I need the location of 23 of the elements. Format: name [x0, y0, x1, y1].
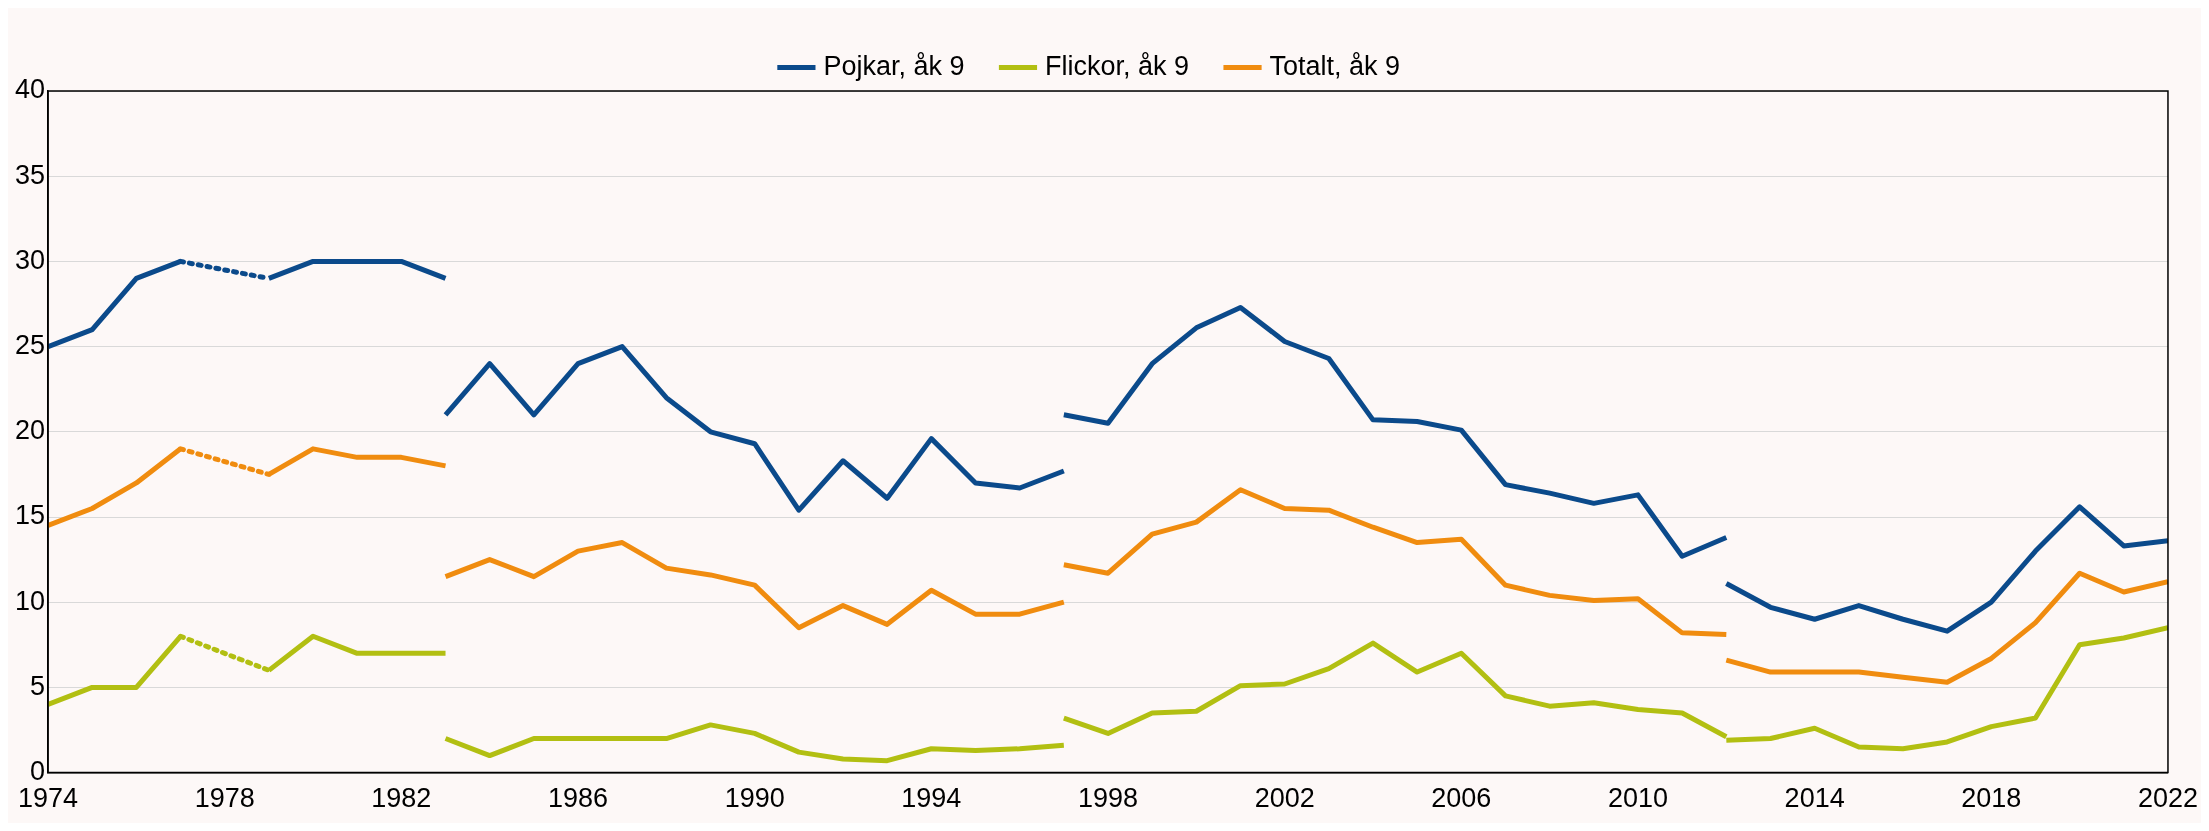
x-tick-label: 2018 [1961, 783, 2022, 814]
x-tick-label: 1998 [1077, 783, 1139, 814]
x-tick-label: 2014 [1784, 783, 1845, 814]
y-tick-label: 5 [30, 670, 46, 701]
y-tick-label: 20 [14, 415, 46, 446]
legend-label: Pojkar, åk 9 [823, 50, 965, 81]
y-tick-label: 25 [14, 330, 46, 361]
y-tick-label: 15 [14, 500, 46, 531]
x-tick-label: 2002 [1254, 783, 1315, 814]
x-tick-label: 1978 [194, 783, 255, 814]
x-tick-label: 2022 [2137, 783, 2199, 814]
x-tick-label: 1990 [724, 783, 785, 814]
x-tick-label: 1994 [901, 783, 962, 814]
y-tick-label: 40 [14, 74, 46, 105]
y-tick-label: 10 [14, 585, 46, 616]
y-tick-label: 35 [14, 159, 46, 190]
x-tick-label: 1986 [547, 783, 609, 814]
legend-label: Flickor, åk 9 [1044, 50, 1190, 81]
x-tick-label: 2010 [1607, 783, 1669, 814]
legend-label: Totalt, åk 9 [1269, 50, 1401, 81]
x-tick-label: 1982 [371, 783, 432, 814]
x-tick-label: 2006 [1431, 783, 1492, 814]
y-tick-label: 30 [14, 244, 46, 275]
